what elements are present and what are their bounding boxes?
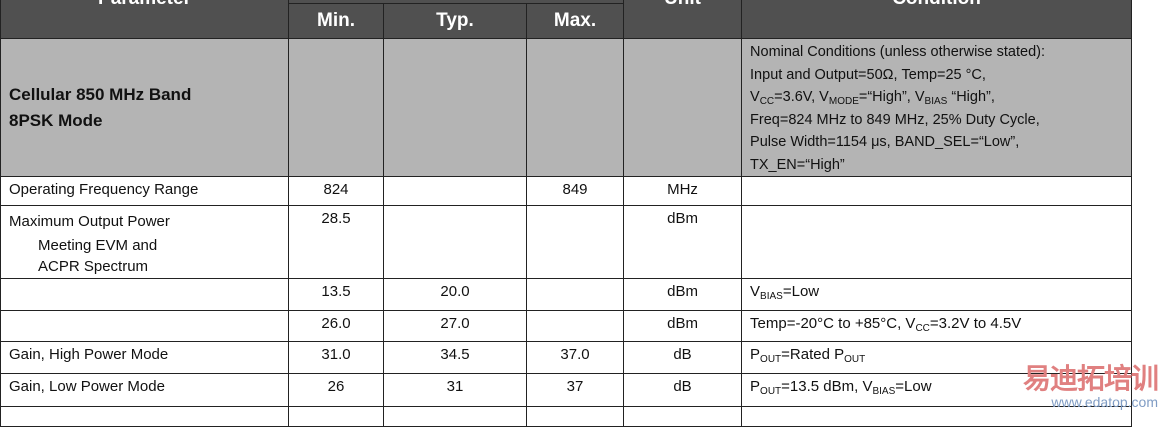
max: 37.0 <box>525 341 625 374</box>
header-unit: Unit <box>623 0 743 39</box>
header-condition: Condition <box>741 0 1132 39</box>
condition: Temp=-20°C to +85°C, VCC=3.2V to 4.5V <box>741 310 1132 342</box>
unit: dB <box>623 341 743 374</box>
min: 28.5 <box>288 205 384 279</box>
table-row: 26.0 27.0 dBm Temp=-20°C to +85°C, VCC=3.2… <box>0 310 1132 342</box>
unit: dBm <box>623 310 743 342</box>
param: Maximum Output Power Meeting EVM and ACPR … <box>0 205 289 279</box>
typ: 20.0 <box>383 278 527 311</box>
param: Gain, Low Power Mode <box>0 373 289 407</box>
band-name: Cellular 850 MHz Band 8PSK Mode <box>0 38 289 177</box>
header-typ: Typ. <box>383 3 527 39</box>
min: 824 <box>288 176 384 206</box>
condition: VBIAS=Low <box>741 278 1132 311</box>
band-conditions: Nominal Conditions (unless otherwise sta… <box>741 38 1132 177</box>
min: 31.0 <box>288 341 384 374</box>
condition: POUT=13.5 dBm, VBIAS=Low <box>741 373 1132 407</box>
param <box>0 310 289 342</box>
param: Operating Frequency Range <box>0 176 289 206</box>
condition <box>741 176 1132 206</box>
typ: 34.5 <box>383 341 527 374</box>
header-min: Min. <box>288 3 384 39</box>
header-max: Max. <box>525 3 625 39</box>
max <box>525 278 625 311</box>
max <box>525 310 625 342</box>
unit: MHz <box>623 176 743 206</box>
unit: dB <box>623 373 743 407</box>
max <box>525 205 625 279</box>
typ <box>383 205 527 279</box>
unit: dBm <box>623 205 743 279</box>
unit: dBm <box>623 278 743 311</box>
table-row: Gain, High Power Mode 31.0 34.5 37.0 dB POUT… <box>0 341 1132 374</box>
typ <box>383 176 527 206</box>
header-parameter: Parameter <box>0 0 289 39</box>
min: 26.0 <box>288 310 384 342</box>
min: 26 <box>288 373 384 407</box>
spec-table: Parameter Unit Condition Min. Typ. Max. … <box>0 0 1132 427</box>
table-row: Maximum Output Power Meeting EVM and ACPR … <box>0 205 1132 279</box>
param <box>0 278 289 311</box>
table-row-partial <box>0 406 1132 427</box>
typ: 27.0 <box>383 310 527 342</box>
header-row-2: Min. Typ. Max. <box>1 3 1132 39</box>
typ: 31 <box>383 373 527 407</box>
table-row: 13.5 20.0 dBm VBIAS=Low <box>0 278 1132 311</box>
table-row: Operating Frequency Range 824 849 MHz <box>0 176 1132 206</box>
table-row: Gain, Low Power Mode 26 31 37 dB POUT=13.5 d… <box>0 373 1132 407</box>
max: 849 <box>525 176 625 206</box>
condition: POUT=Rated POUT <box>741 341 1132 374</box>
band-row: Cellular 850 MHz Band 8PSK Mode Nominal C… <box>0 38 1132 177</box>
condition <box>741 205 1132 279</box>
min: 13.5 <box>288 278 384 311</box>
param: Gain, High Power Mode <box>0 341 289 374</box>
max: 37 <box>525 373 625 407</box>
